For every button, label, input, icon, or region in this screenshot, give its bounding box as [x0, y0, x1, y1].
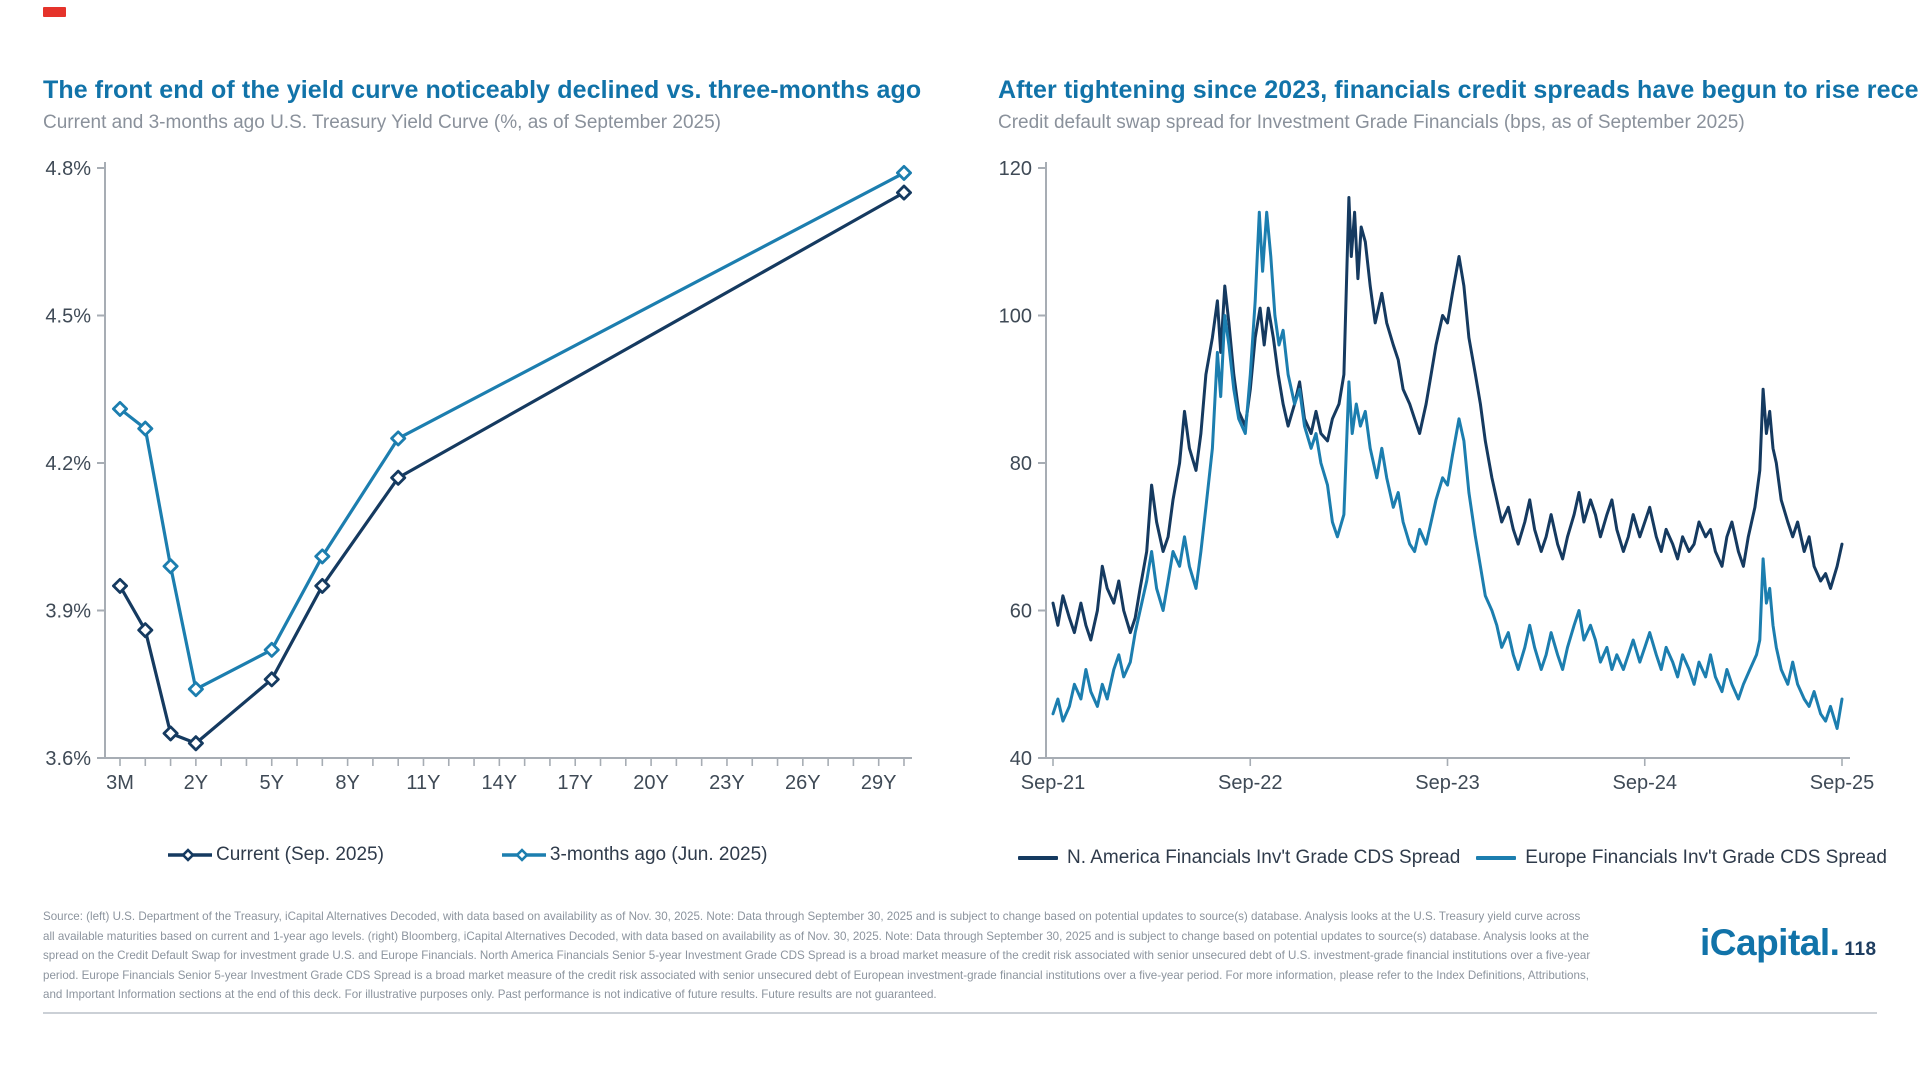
legend-label-3months-ago: 3-months ago (Jun. 2025)	[549, 844, 768, 865]
svg-text:Sep-21: Sep-21	[1021, 772, 1086, 794]
current-series-swatch-icon	[168, 848, 212, 862]
source-note-line: Source: (left) U.S. Department of the Tr…	[43, 910, 1581, 923]
prior-series-swatch-icon	[501, 848, 546, 862]
yield-curve-legend: Current (Sep. 2025) 3-months ago (Jun. 2…	[168, 844, 768, 866]
svg-text:3M: 3M	[106, 772, 134, 794]
source-note: Source: (left) U.S. Department of the Tr…	[43, 907, 1683, 1005]
svg-text:5Y: 5Y	[260, 772, 284, 794]
legend-item-europe-financials: Europe Financials Inv't Grade CDS Spread	[1476, 847, 1887, 869]
svg-text:26Y: 26Y	[785, 772, 821, 794]
svg-text:20Y: 20Y	[633, 772, 669, 794]
svg-text:100: 100	[999, 306, 1032, 328]
icapital-logo: iCapital. 118	[1700, 922, 1877, 964]
svg-text:4.5%: 4.5%	[45, 306, 91, 328]
svg-text:23Y: 23Y	[709, 772, 745, 794]
svg-text:3.9%: 3.9%	[45, 601, 91, 623]
svg-text:11Y: 11Y	[406, 772, 440, 794]
svg-text:Sep-22: Sep-22	[1218, 772, 1283, 794]
legend-item-na-financials: N. America Financials Inv't Grade CDS Sp…	[1018, 847, 1460, 869]
source-note-line: spread on the Credit Default Swap for in…	[43, 949, 1591, 963]
source-note-line: and Important Information sections at th…	[43, 988, 937, 1002]
svg-text:Sep-25: Sep-25	[1810, 772, 1875, 794]
svg-text:Sep-23: Sep-23	[1415, 772, 1480, 794]
svg-text:14Y: 14Y	[482, 772, 518, 794]
footer-divider	[43, 1012, 1877, 1014]
legend-label-na-financials: N. America Financials Inv't Grade CDS Sp…	[1067, 847, 1461, 868]
cds-spread-subtitle: Credit default swap spread for Investmen…	[998, 112, 1745, 133]
svg-text:8Y: 8Y	[335, 772, 359, 794]
legend-label-current: Current (Sep. 2025)	[216, 844, 384, 865]
legend-item-3months-ago: 3-months ago (Jun. 2025)	[501, 844, 768, 866]
na-series-swatch-icon	[1018, 856, 1058, 860]
svg-text:80: 80	[1010, 453, 1032, 475]
svg-text:40: 40	[1010, 748, 1032, 770]
svg-text:60: 60	[1010, 601, 1032, 623]
legend-label-europe-financials: Europe Financials Inv't Grade CDS Spread	[1525, 847, 1887, 868]
cds-spread-legend: N. America Financials Inv't Grade CDS Sp…	[1018, 847, 1887, 869]
slide-accent-bar	[43, 7, 66, 17]
yield-curve-chart: 4.8% 4.5% 4.2% 3.9% 3.6% 3M 2Y 5Y 8Y 11Y 14Y 17Y 20Y…	[45, 158, 912, 794]
yield-curve-title: The front end of the yield curve noticea…	[43, 76, 922, 104]
svg-text:120: 120	[999, 158, 1032, 180]
svg-text:2Y: 2Y	[184, 772, 208, 794]
legend-item-current: Current (Sep. 2025)	[168, 844, 384, 866]
source-note-line: all available maturities based on curren…	[43, 929, 1589, 943]
svg-text:29Y: 29Y	[861, 772, 897, 794]
svg-text:4.8%: 4.8%	[45, 158, 91, 180]
icapital-wordmark: iCapital.	[1700, 922, 1840, 963]
svg-text:3.6%: 3.6%	[45, 748, 91, 770]
svg-text:4.2%: 4.2%	[45, 453, 91, 475]
europe-series-swatch-icon	[1476, 856, 1517, 860]
page-number: 118	[1844, 939, 1877, 960]
cds-spread-title: After tightening since 2023, financials …	[998, 76, 1920, 104]
yield-curve-subtitle: Current and 3-months ago U.S. Treasury Y…	[43, 112, 721, 133]
svg-text:17Y: 17Y	[557, 772, 593, 794]
svg-text:Sep-24: Sep-24	[1613, 772, 1678, 794]
source-note-line: period. Europe Financials Senior 5-year …	[43, 968, 1589, 982]
